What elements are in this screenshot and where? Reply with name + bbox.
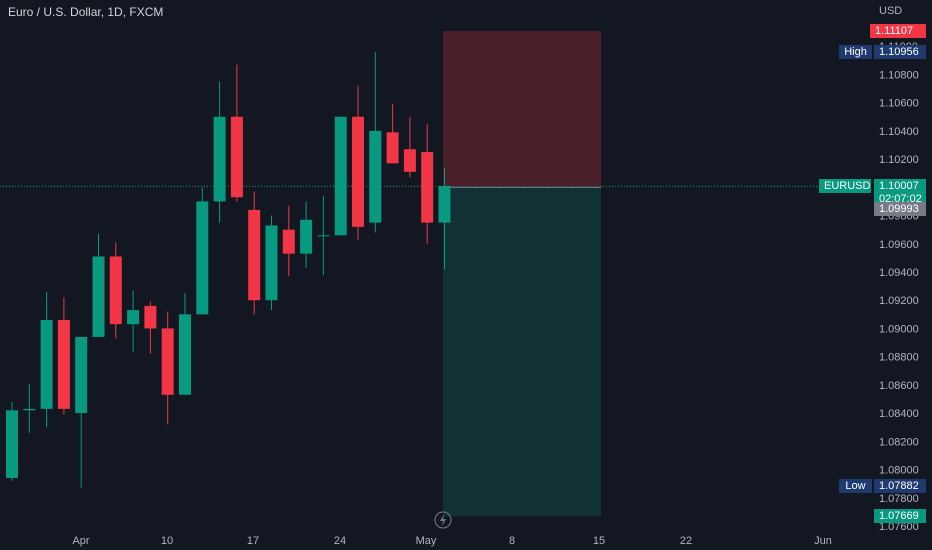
candle-body[interactable] bbox=[6, 410, 18, 479]
low-price-tag: 1.07882 bbox=[874, 479, 926, 494]
candle-body[interactable] bbox=[92, 256, 105, 337]
time-tick-label: 24 bbox=[334, 535, 346, 547]
time-tick-label: Apr bbox=[72, 535, 89, 547]
lightning-icon[interactable] bbox=[434, 511, 452, 529]
candle-body[interactable] bbox=[144, 305, 157, 329]
candle-body[interactable] bbox=[40, 319, 53, 409]
candle-body[interactable] bbox=[282, 229, 295, 254]
candle-body[interactable] bbox=[109, 256, 122, 325]
price-tick-label: 1.10200 bbox=[879, 154, 919, 166]
price-tick-label: 1.10600 bbox=[879, 98, 919, 110]
candle-body[interactable] bbox=[265, 225, 278, 301]
low-label: Low bbox=[839, 479, 872, 494]
price-tick-label: 1.10800 bbox=[879, 69, 919, 81]
price-tick-label: 1.09600 bbox=[879, 239, 919, 251]
symbol-tag[interactable]: EURUSD bbox=[819, 179, 871, 194]
price-tick-label: 1.08800 bbox=[879, 352, 919, 364]
candle-body[interactable] bbox=[386, 132, 399, 164]
candle-body[interactable] bbox=[179, 314, 191, 395]
time-tick-label: 15 bbox=[593, 535, 605, 547]
time-axis[interactable]: Apr 10 17 24 May 8 15 22 Jun bbox=[72, 535, 831, 547]
alt-price-tag: 1.09993 bbox=[874, 202, 926, 217]
target-price-tag: 1.07669 bbox=[874, 509, 926, 524]
price-tick-label: 1.07800 bbox=[879, 493, 919, 505]
candle-body[interactable] bbox=[161, 328, 174, 395]
price-tick-label: 1.08000 bbox=[879, 465, 919, 477]
time-tick-label: 8 bbox=[509, 535, 515, 547]
candle-body[interactable] bbox=[334, 116, 347, 236]
take-profit-zone[interactable] bbox=[443, 187, 601, 517]
price-tick-label: 1.09400 bbox=[879, 267, 919, 279]
price-tick-label: 1.07600 bbox=[879, 521, 919, 533]
candle-body[interactable] bbox=[213, 116, 226, 202]
time-tick-label: 10 bbox=[161, 535, 173, 547]
candle-body[interactable] bbox=[23, 408, 36, 411]
price-tick-label: 1.08600 bbox=[879, 380, 919, 392]
price-tick-label: 1.08400 bbox=[879, 408, 919, 420]
last-price-value: 1.10007 bbox=[879, 180, 919, 193]
candle-body[interactable] bbox=[196, 201, 209, 315]
time-tick-label: 17 bbox=[247, 535, 259, 547]
candle-body[interactable] bbox=[300, 219, 313, 254]
candles-group bbox=[6, 51, 451, 488]
candle-body[interactable] bbox=[438, 185, 451, 223]
price-axis-currency: USD bbox=[879, 5, 902, 17]
candle-body[interactable] bbox=[317, 235, 330, 237]
candle-body[interactable] bbox=[127, 310, 140, 325]
candle-body[interactable] bbox=[75, 336, 88, 414]
price-axis[interactable]: 1.07600 1.07800 1.08000 1.08200 1.08400 1.086… bbox=[879, 41, 919, 533]
price-tick-label: 1.08200 bbox=[879, 436, 919, 448]
candle-body[interactable] bbox=[403, 149, 416, 172]
candle-body[interactable] bbox=[369, 130, 382, 223]
candle-body[interactable] bbox=[352, 116, 364, 227]
candle-body[interactable] bbox=[421, 152, 434, 223]
time-tick-label: 22 bbox=[680, 535, 692, 547]
candle-body[interactable] bbox=[57, 319, 70, 409]
stop-price-tag: 1.11107 bbox=[870, 24, 926, 39]
candle-body[interactable] bbox=[230, 116, 243, 198]
high-label: High bbox=[839, 45, 872, 60]
price-tick-label: 1.10400 bbox=[879, 126, 919, 138]
time-tick-label: May bbox=[416, 535, 437, 547]
stop-loss-zone[interactable] bbox=[443, 31, 601, 188]
chart-title: Euro / U.S. Dollar, 1D, FXCM bbox=[8, 5, 164, 19]
candle-body[interactable] bbox=[248, 209, 261, 301]
price-tick-label: 1.09000 bbox=[879, 323, 919, 335]
high-price-tag: 1.10956 bbox=[874, 45, 926, 60]
time-tick-label: Jun bbox=[814, 535, 832, 547]
price-tick-label: 1.09200 bbox=[879, 295, 919, 307]
